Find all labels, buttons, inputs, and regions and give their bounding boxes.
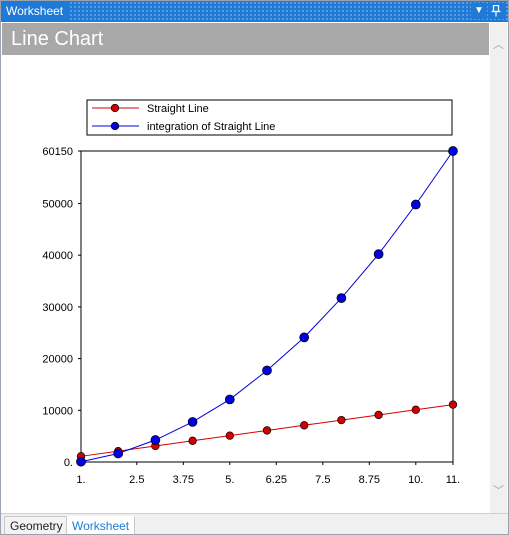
pin-icon[interactable] (488, 3, 504, 19)
series-1-point-0 (76, 456, 86, 467)
scroll-up-icon[interactable]: ︿ (493, 39, 504, 51)
y-tick-label-1: 10000 (42, 405, 73, 417)
series-0-point-3 (188, 436, 197, 445)
series-0-point-10 (448, 400, 458, 409)
x-tick-label-6: 8.75 (359, 474, 380, 486)
vertical-scrollbar[interactable]: ︿ ﹀ (490, 23, 507, 513)
window-dropdown-icon[interactable]: ▼ (471, 3, 487, 19)
y-tick-label-5: 50000 (42, 198, 73, 210)
chart-header: Line Chart (2, 23, 489, 55)
y-tick-label-6: 60150 (42, 146, 73, 158)
legend-box (86, 99, 453, 136)
legend-label-1: integration of Straight Line (147, 121, 275, 133)
x-tick-label-5: 7.5 (315, 474, 330, 486)
tab-worksheet[interactable]: Worksheet (66, 516, 136, 534)
legend-label-0: Straight Line (147, 103, 209, 115)
series-0-point-9 (411, 405, 420, 414)
legend-marker-0 (110, 103, 120, 113)
series-0-point-8 (374, 410, 383, 420)
x-tick-label-8: 11. (446, 474, 460, 486)
chart-area: Straight Line integration of Straight Lin… (2, 55, 489, 513)
window-titlebar[interactable]: Worksheet ▼ (1, 1, 508, 22)
series-1-point-9 (410, 199, 421, 210)
y-tick-label-0: 0. (64, 457, 73, 469)
y-tick-label-3: 30000 (42, 302, 73, 314)
y-tick-label-4: 40000 (42, 250, 73, 262)
legend-marker-1 (110, 121, 120, 131)
series-0-point-6 (300, 421, 309, 430)
plot-frame (80, 150, 454, 463)
series-1-point-6 (299, 332, 310, 343)
window-title: Worksheet (1, 1, 69, 22)
series-1-point-3 (187, 417, 198, 427)
series-1-point-8 (373, 249, 384, 259)
scroll-down-icon[interactable]: ﹀ (493, 485, 504, 497)
series-1-point-10 (448, 146, 458, 156)
x-tick-label-0: 1. (76, 474, 85, 486)
y-tick-label-2: 20000 (42, 354, 73, 366)
series-1-point-2 (150, 435, 161, 445)
series-1-point-4 (224, 394, 235, 405)
series-0-point-4 (225, 431, 234, 440)
x-tick-label-7: 10. (408, 474, 423, 486)
tab-strip: Geometry Worksheet (1, 513, 508, 534)
series-0-point-7 (337, 415, 346, 425)
series-1-point-7 (336, 293, 347, 303)
x-tick-label-2: 3.75 (173, 474, 194, 486)
series-0-point-5 (262, 426, 272, 435)
tab-geometry[interactable]: Geometry (4, 516, 69, 534)
x-tick-label-3: 5. (225, 474, 234, 486)
x-tick-label-4: 6.25 (266, 474, 287, 486)
line-chart: Straight Line integration of Straight Lin… (42, 99, 460, 486)
x-tick-label-1: 2.5 (129, 474, 144, 486)
chart-header-title: Line Chart (11, 28, 104, 50)
series-1-point-5 (262, 365, 272, 376)
series-1-point-1 (113, 448, 124, 459)
